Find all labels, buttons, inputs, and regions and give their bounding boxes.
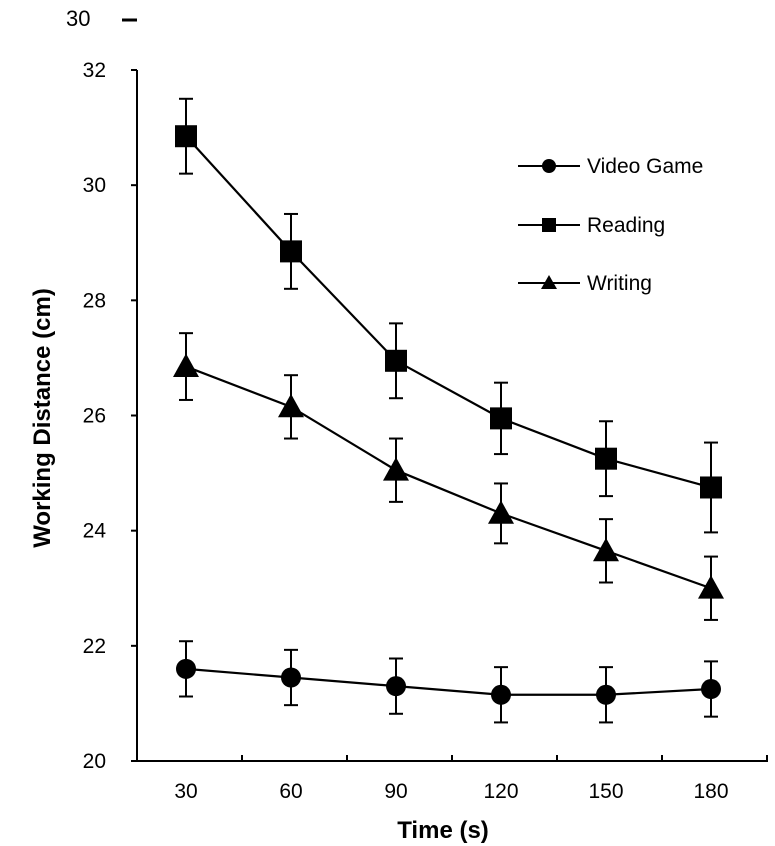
data-point-writing [698, 575, 724, 599]
data-point-writing [278, 393, 304, 418]
series-line-reading [185, 135, 712, 489]
series-line-video-game [185, 667, 712, 696]
data-point-reading [595, 447, 617, 470]
x-axis-title: Time (s) [397, 817, 489, 844]
series-video-game [176, 640, 721, 724]
legend-item-video-game: Video Game [518, 155, 703, 178]
data-point-writing [173, 353, 199, 377]
stray-top-label: 30 [66, 6, 90, 31]
legend-marker [541, 275, 557, 289]
y-tick-label: 20 [83, 750, 106, 773]
legend-label: Reading [587, 214, 665, 237]
y-tick-label: 22 [83, 635, 106, 658]
data-point-writing [488, 500, 514, 524]
legend-marker [542, 218, 556, 232]
series-layer [173, 97, 724, 724]
x-tick-label: 30 [174, 780, 197, 803]
x-tick-label: 90 [384, 780, 407, 803]
data-point-video-game [701, 679, 721, 700]
data-point-reading [175, 125, 197, 148]
y-axis-title: Working Distance (cm) [29, 288, 56, 548]
x-tick-label: 60 [279, 780, 302, 803]
series-writing [173, 332, 724, 621]
legend: Video Game Reading Writing [518, 155, 703, 295]
data-point-video-game [491, 684, 511, 705]
legend-label: Video Game [587, 155, 703, 178]
legend-item-reading: Reading [518, 214, 665, 237]
x-tick-label: 180 [693, 780, 728, 803]
y-tick-label: 32 [83, 59, 106, 82]
data-point-video-game [176, 658, 196, 679]
y-tick-label: 30 [83, 174, 106, 197]
y-tick-label: 24 [83, 520, 107, 543]
data-point-reading [280, 240, 302, 263]
x-tick-label: 150 [588, 780, 623, 803]
data-point-reading [490, 407, 512, 430]
data-point-video-game [386, 676, 406, 697]
legend-item-writing: Writing [518, 272, 652, 295]
y-tick-label: 26 [83, 405, 106, 428]
data-point-reading [385, 349, 407, 372]
data-point-video-game [596, 684, 616, 705]
legend-marker [542, 159, 556, 173]
legend-label: Writing [587, 272, 652, 295]
data-point-video-game [281, 667, 301, 688]
data-point-writing [593, 537, 619, 562]
data-point-reading [700, 476, 722, 499]
x-tick-label: 120 [483, 780, 518, 803]
series-line-writing [185, 365, 712, 590]
data-point-writing [383, 457, 409, 481]
series-reading [175, 97, 722, 534]
axes: 20 22 24 26 28 30 32 30 60 90 120 150 180 [83, 59, 768, 803]
y-tick-label: 28 [83, 289, 106, 312]
